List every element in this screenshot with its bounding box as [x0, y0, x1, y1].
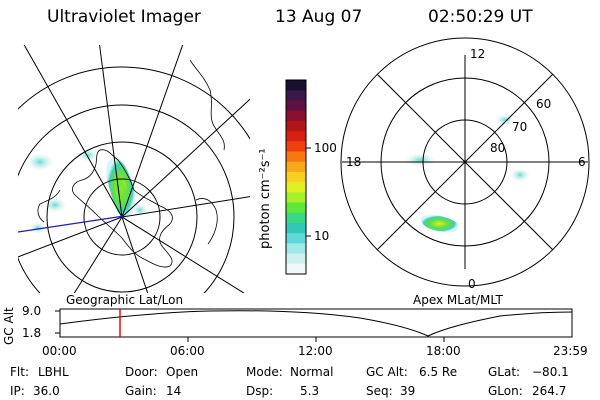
info-mode-label: Mode: — [246, 365, 283, 379]
faint-emission — [26, 148, 148, 234]
colorbar-cell — [286, 120, 306, 132]
time-tick-2359: 23:59 — [553, 344, 588, 358]
lat-label-70: 70 — [512, 120, 528, 134]
info-glon-label: GLon: — [488, 384, 523, 398]
info-gain-label: Gain: — [125, 384, 157, 398]
time-tick-0000: 00:00 — [42, 344, 77, 358]
colorbar-cell — [286, 90, 306, 102]
info-ip-label: IP: — [10, 384, 25, 398]
time-tick-1200: 12:00 — [298, 344, 333, 358]
info-glat-label: GLat: — [488, 365, 521, 379]
info-glat-value: −80.1 — [532, 365, 569, 379]
info-gcalt-value: 6.5 Re — [419, 365, 458, 379]
time-tick-1800: 18:00 — [426, 344, 461, 358]
colorbar-cell — [286, 222, 306, 234]
lat-label-80: 80 — [490, 141, 506, 155]
colorbar-cell — [286, 263, 306, 275]
info-gain-value: 14 — [166, 384, 182, 398]
colorbar-tick-10: 10 — [314, 229, 330, 243]
date-label: 13 Aug 07 — [275, 7, 363, 27]
aurora-blob-polar — [420, 215, 459, 233]
colorbar-label: photon cm⁻²s⁻¹ — [258, 148, 273, 249]
colorbar-cell — [286, 243, 306, 255]
mlt-label-0: 0 — [468, 277, 476, 291]
info-door-value: Open — [166, 365, 199, 379]
altitude-curve — [59, 310, 573, 337]
coastline — [72, 149, 173, 268]
colorbar-cell — [286, 212, 306, 224]
info-seq-label: Seq: — [366, 384, 393, 398]
altitude-panel — [55, 308, 573, 342]
colorbar — [286, 80, 306, 275]
colorbar-cell — [286, 192, 306, 204]
time-tick-0600: 06:00 — [170, 344, 205, 358]
instrument-title: Ultraviolet Imager — [47, 7, 201, 27]
colorbar-cell — [286, 171, 306, 183]
colorbar-cell — [286, 100, 306, 112]
colorbar-cell — [286, 80, 306, 91]
satellite-track-line — [17, 215, 125, 233]
info-dsp-label: Dsp: — [246, 384, 274, 398]
colorbar-cell — [286, 161, 306, 173]
colorbar-cell — [286, 131, 306, 142]
lat-label-60: 60 — [536, 97, 552, 111]
colorbar-cell — [286, 110, 306, 122]
colorbar-cell — [286, 202, 306, 214]
info-seq-value: 39 — [400, 384, 416, 398]
mlt-label-12: 12 — [470, 47, 486, 61]
polar-plot — [340, 37, 590, 287]
info-door-label: Door: — [125, 365, 158, 379]
colorbar-tick-100: 100 — [314, 141, 337, 155]
colorbar-cell — [286, 141, 306, 153]
altitude-tick-high: 9.0 — [22, 304, 42, 318]
mlt-label-18: 18 — [346, 155, 362, 169]
info-dsp-value: 5.3 — [300, 384, 320, 398]
time-label: 02:50:29 UT — [428, 7, 533, 27]
colorbar-cell — [286, 233, 306, 244]
colorbar-cell — [286, 253, 306, 265]
mlt-label-6: 6 — [578, 155, 586, 169]
geographic-map — [18, 45, 250, 293]
info-gcalt-label: GC Alt: — [366, 365, 408, 379]
info-ip-value: 36.0 — [33, 384, 60, 398]
info-flt-value: LBHL — [38, 365, 69, 379]
altitude-tick-low: 1.8 — [22, 326, 42, 340]
info-mode-value: Normal — [290, 365, 334, 379]
apex-caption: Apex MLat/MLT — [413, 293, 503, 307]
colorbar-cell — [286, 182, 306, 193]
info-flt-label: Flt: — [10, 365, 29, 379]
colorbar-cell — [286, 151, 306, 163]
altitude-axis-label: GC Alt — [2, 307, 16, 345]
geographic-caption: Geographic Lat/Lon — [66, 293, 184, 307]
info-glon-value: 264.7 — [532, 384, 567, 398]
